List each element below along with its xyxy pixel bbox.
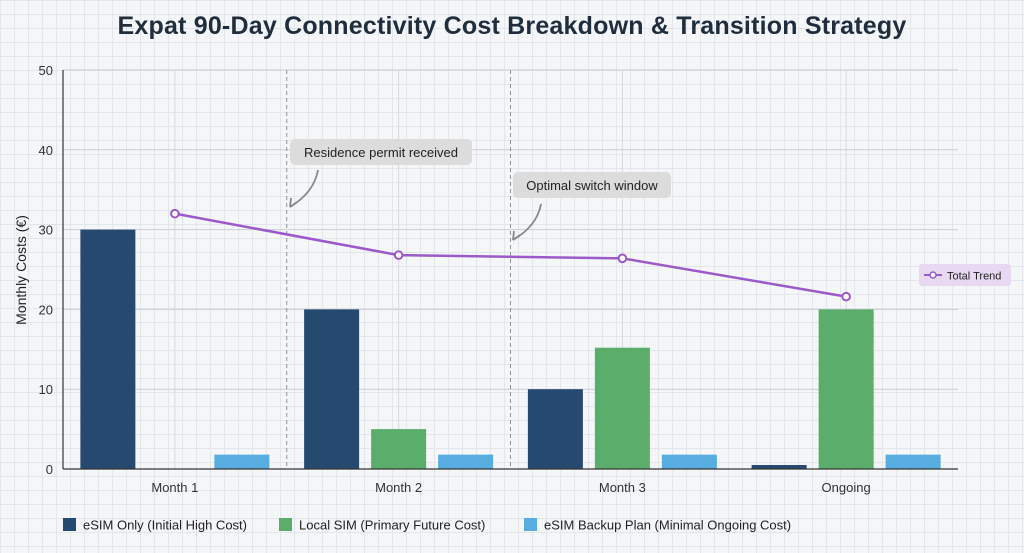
legend-trend-marker bbox=[929, 271, 937, 279]
trend-line bbox=[170, 208, 851, 302]
trend-line-path bbox=[174, 212, 847, 298]
bar bbox=[818, 309, 874, 469]
legend-item-trend: Total Trend bbox=[919, 264, 1011, 286]
annotation-box bbox=[513, 172, 671, 198]
x-tick-label: Month 3 bbox=[599, 480, 646, 495]
trend-point bbox=[393, 250, 404, 260]
bar bbox=[885, 454, 941, 469]
trend-point bbox=[617, 253, 628, 264]
trend-point bbox=[170, 208, 180, 219]
legend-item: eSIM Only (Initial High Cost) bbox=[63, 518, 247, 533]
bar bbox=[751, 465, 807, 469]
x-tick-label: Ongoing bbox=[822, 480, 871, 495]
trend-point bbox=[841, 291, 851, 302]
legend-swatch bbox=[63, 518, 76, 531]
y-tick-label: 50 bbox=[39, 63, 53, 78]
legend-item: eSIM Backup Plan (Minimal Ongoing Cost) bbox=[524, 518, 791, 533]
bar bbox=[304, 309, 360, 469]
legend-label: eSIM Backup Plan (Minimal Ongoing Cost) bbox=[544, 518, 791, 533]
y-tick-label: 10 bbox=[39, 382, 53, 397]
legend-item: Local SIM (Primary Future Cost) bbox=[279, 518, 485, 533]
annotation-arrow bbox=[289, 169, 319, 208]
legend-label: Local SIM (Primary Future Cost) bbox=[299, 518, 485, 533]
legend-trend-label: Total Trend bbox=[947, 271, 1001, 283]
annotations: Residence permit received Optimal switch … bbox=[289, 139, 671, 241]
annotation-arrowhead bbox=[512, 230, 521, 241]
annotation-text: Residence permit received bbox=[304, 145, 458, 160]
bar bbox=[80, 229, 136, 469]
chart-title: Expat 90-Day Connectivity Cost Breakdown… bbox=[117, 12, 907, 40]
y-tick-label: 30 bbox=[39, 223, 53, 238]
y-axis-label: Monthly Costs (€) bbox=[13, 215, 29, 325]
annotation-callout: Residence permit received bbox=[289, 139, 472, 208]
annotation-arrow bbox=[512, 203, 542, 241]
annotation-arrowhead bbox=[289, 197, 298, 208]
annotation-lines bbox=[286, 70, 511, 469]
y-tick-label: 40 bbox=[39, 143, 53, 158]
bar bbox=[438, 454, 494, 469]
y-tick-label: 0 bbox=[46, 462, 53, 477]
x-tick-label: Month 1 bbox=[151, 480, 198, 495]
bar bbox=[661, 454, 717, 469]
legend-swatch bbox=[524, 518, 537, 531]
axes: 0 10 20 30 40 50 Month 1 Month 2 Month 3 Ongoing bbox=[39, 63, 958, 495]
x-tick-label: Month 2 bbox=[375, 480, 422, 495]
bar bbox=[214, 454, 270, 469]
y-tick-label: 20 bbox=[39, 302, 53, 317]
legend-swatch bbox=[279, 518, 292, 531]
bar bbox=[527, 389, 583, 469]
legend-trend-box bbox=[919, 264, 1011, 286]
bar bbox=[594, 347, 650, 469]
legend: Total Trend eSIM Only (Initial High Cost)… bbox=[63, 264, 1011, 533]
annotation-box bbox=[290, 139, 472, 165]
bar bbox=[371, 429, 427, 469]
legend-label: eSIM Only (Initial High Cost) bbox=[83, 518, 247, 533]
annotation-callout: Optimal switch window bbox=[512, 172, 671, 241]
annotation-text: Optimal switch window bbox=[526, 178, 658, 193]
bars bbox=[80, 229, 941, 469]
